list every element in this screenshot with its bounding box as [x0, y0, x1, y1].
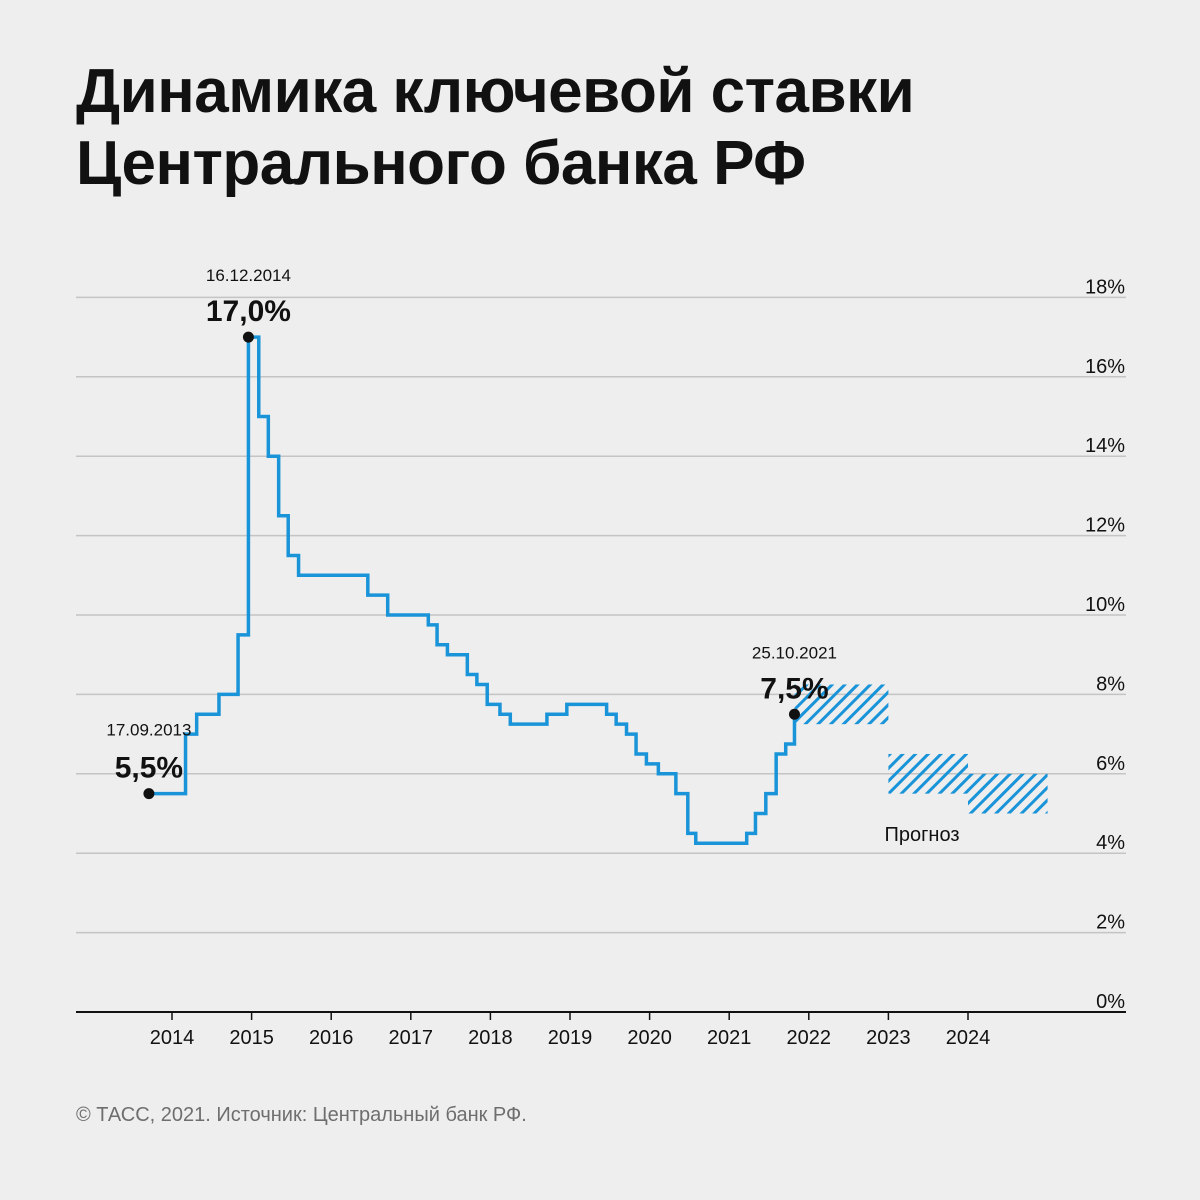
annotation-value: 17,0% [206, 295, 291, 328]
y-tick-label: 10% [1085, 594, 1125, 616]
annotation-value: 7,5% [760, 672, 828, 705]
x-tick-label: 2023 [866, 1027, 911, 1049]
x-tick-label: 2015 [229, 1027, 274, 1049]
annotation-date: 25.10.2021 [752, 643, 837, 662]
x-tick-label: 2021 [707, 1027, 752, 1049]
chart-labels: 0% 2% 4% 6% 8% 10% 12% 14% 16% 18% 2014 2015 2016 201… [106, 266, 1125, 1049]
rate-line [148, 335, 797, 846]
x-tick-label: 2016 [309, 1027, 354, 1049]
y-tick-label: 8% [1096, 673, 1125, 695]
x-tick-label: 2020 [627, 1027, 672, 1049]
y-tick-label: 6% [1096, 753, 1125, 775]
y-tick-label: 18% [1085, 276, 1125, 298]
annotation-dot [788, 708, 800, 720]
x-tick-label: 2019 [548, 1027, 593, 1049]
grid-lines [76, 296, 1126, 934]
annotation-date: 17.09.2013 [106, 721, 191, 740]
annotation-dot [242, 331, 254, 343]
x-tick-label: 2018 [468, 1027, 513, 1049]
annotation-date: 16.12.2014 [206, 266, 291, 285]
y-tick-label: 12% [1085, 515, 1125, 537]
x-tick-label: 2017 [389, 1027, 434, 1049]
chart-title: Динамика ключевой ставки Центрального ба… [76, 56, 1136, 200]
y-tick-label: 16% [1085, 356, 1125, 378]
source-note: © ТАСС, 2021. Источник: Центральный банк… [76, 1104, 527, 1126]
chart-title-line-1: Динамика ключевой ставки [76, 57, 915, 126]
x-tick-label: 2014 [150, 1027, 195, 1049]
forecast-range [794, 684, 889, 725]
forecast-ranges [794, 684, 1048, 814]
x-tick-label: 2024 [946, 1027, 991, 1049]
chart-title-line-2: Центрального банка РФ [76, 129, 806, 198]
rate-series [143, 331, 800, 846]
forecast-range [888, 753, 968, 794]
y-tick-label: 2% [1096, 912, 1125, 934]
y-tick-label: 14% [1085, 435, 1125, 457]
y-tick-label: 0% [1096, 991, 1125, 1013]
y-tick-label: 4% [1096, 832, 1125, 854]
x-axis [76, 1011, 1126, 1020]
forecast-range [968, 773, 1048, 814]
annotation-value: 5,5% [115, 752, 183, 785]
annotation-dot [143, 788, 155, 800]
x-tick-label: 2022 [787, 1027, 832, 1049]
forecast-label: Прогноз [884, 824, 959, 846]
